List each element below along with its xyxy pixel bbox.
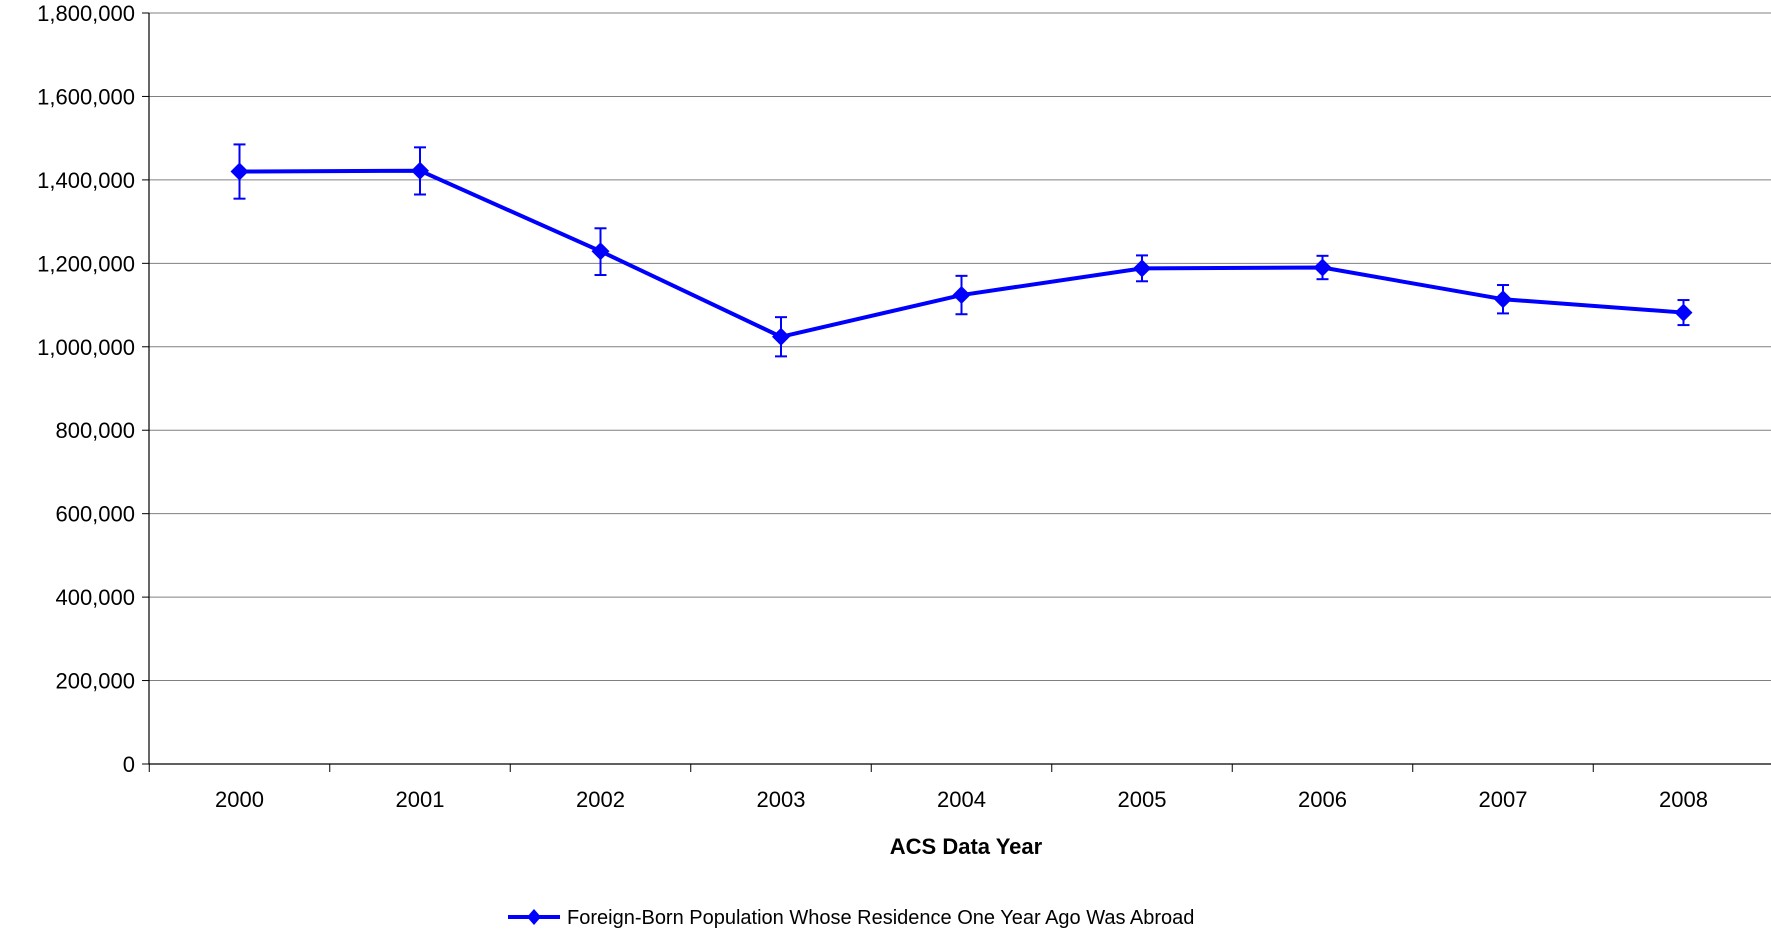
data-point-marker (1133, 259, 1151, 278)
x-tick-label: 2005 (1118, 787, 1167, 812)
x-tick-label: 2007 (1479, 787, 1528, 812)
x-tick-label: 2006 (1298, 787, 1347, 812)
data-point-marker (591, 242, 610, 261)
x-axis-title: ACS Data Year (890, 834, 1043, 859)
y-tick-label: 0 (123, 752, 135, 777)
legend-label: Foreign-Born Population Whose Residence … (567, 907, 1194, 929)
y-tick-label: 1,800,000 (37, 1, 135, 26)
data-point-marker (772, 327, 790, 346)
y-tick-label: 200,000 (55, 669, 135, 694)
x-tick-label: 2000 (215, 787, 264, 812)
y-tick-label: 1,000,000 (37, 335, 135, 360)
legend: Foreign-Born Population Whose Residence … (508, 907, 1194, 929)
data-point-marker (1674, 303, 1693, 322)
axes (142, 12, 1771, 772)
data-point-marker (230, 162, 249, 181)
x-tick-label: 2002 (576, 787, 625, 812)
y-tick-labels: 0 200,000 400,000 600,000 800,000 1,000,000 1,… (37, 1, 135, 777)
series (230, 143, 1693, 358)
x-tick-labels: 2000 2001 2002 2003 2004 2005 2006 2007 2008 (215, 787, 1708, 812)
y-tick-label: 800,000 (55, 418, 135, 443)
y-tick-label: 1,200,000 (37, 251, 135, 276)
data-point-marker (1494, 290, 1512, 309)
x-tick-label: 2003 (757, 787, 806, 812)
y-tick-label: 1,600,000 (37, 84, 135, 109)
x-tick-label: 2001 (396, 787, 445, 812)
x-tick-label: 2004 (937, 787, 986, 812)
legend-marker-diamond (527, 909, 541, 925)
data-point-marker (1313, 258, 1332, 277)
y-tick-label: 1,400,000 (37, 168, 135, 193)
data-point-marker (411, 161, 429, 180)
x-tick-label: 2008 (1659, 787, 1708, 812)
y-tick-label: 600,000 (55, 502, 135, 527)
y-tick-label: 400,000 (55, 585, 135, 610)
gridlines (149, 12, 1771, 682)
data-point-marker (952, 286, 971, 305)
